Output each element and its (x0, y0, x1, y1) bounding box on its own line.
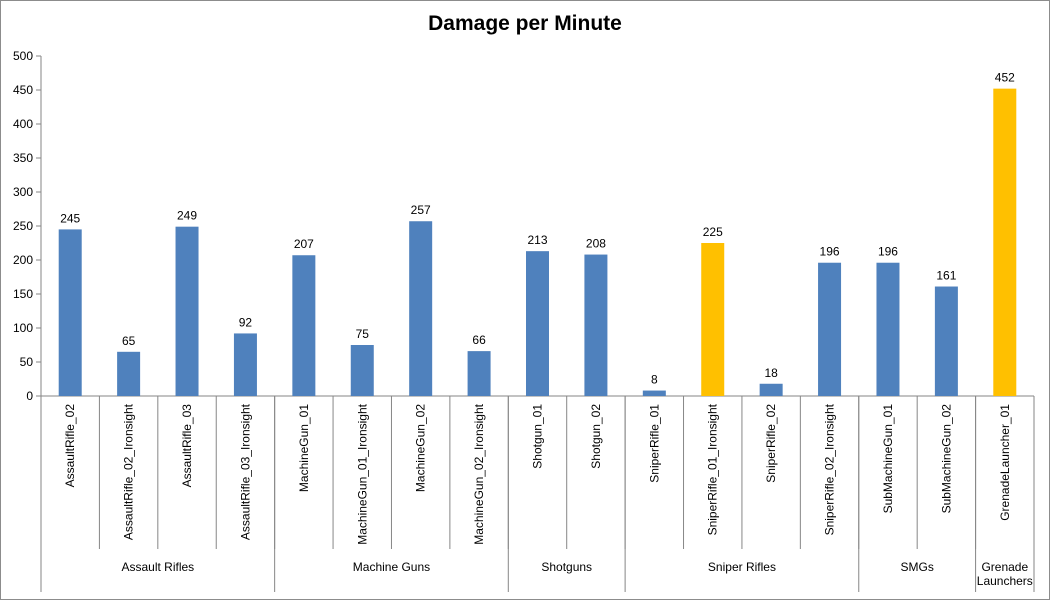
bar (934, 286, 958, 396)
y-tick-label: 150 (13, 287, 33, 301)
y-tick-label: 200 (13, 253, 33, 267)
data-label: 208 (586, 237, 606, 251)
data-label: 452 (995, 71, 1015, 85)
bar (292, 255, 316, 396)
bar (584, 254, 608, 396)
category-label: AssaultRifle_03 (180, 404, 194, 488)
y-tick-label: 450 (13, 83, 33, 97)
category-label: SniperRifle_01 (647, 404, 661, 483)
category-label: AssaultRifle_02 (63, 404, 77, 488)
y-tick-label: 0 (26, 389, 33, 403)
group-label: Sniper Rifles (708, 560, 776, 574)
y-tick-label: 500 (13, 49, 33, 63)
category-label: MachineGun_02_Ironsight (472, 403, 486, 544)
category-label: SubMachineGun_01 (881, 404, 895, 514)
category-label: Shotgun_02 (589, 404, 603, 469)
category-label: GrenadeLauncher_01 (998, 404, 1012, 521)
data-label: 257 (411, 203, 431, 217)
y-tick-label: 250 (13, 219, 33, 233)
category-label: SniperRifle_01_Ironsight (706, 403, 720, 535)
data-label: 65 (122, 334, 136, 348)
bar (759, 383, 783, 396)
y-tick-label: 350 (13, 151, 33, 165)
category-label: SubMachineGun_02 (939, 404, 953, 514)
data-label: 196 (820, 245, 840, 259)
data-label: 245 (60, 211, 80, 225)
bar (993, 88, 1017, 396)
bar (350, 345, 374, 396)
group-label: Launchers (977, 574, 1033, 588)
category-label: MachineGun_02 (414, 404, 428, 492)
category-label: MachineGun_01_Ironsight (355, 403, 369, 544)
y-tick-label: 400 (13, 117, 33, 131)
data-label: 207 (294, 237, 314, 251)
y-tick-label: 50 (20, 355, 34, 369)
group-label: Shotguns (541, 560, 592, 574)
bar (233, 333, 257, 396)
bar (58, 229, 82, 396)
data-label: 196 (878, 245, 898, 259)
bar (701, 243, 725, 396)
category-label: AssaultRifle_02_Ironsight (122, 403, 136, 540)
bar (409, 221, 433, 396)
group-label: Machine Guns (353, 560, 430, 574)
bar (175, 226, 199, 396)
bar (526, 251, 549, 396)
chart-title: Damage per Minute (428, 12, 622, 35)
category-label: SniperRifle_02_Ironsight (823, 403, 837, 535)
data-label: 75 (356, 327, 370, 341)
data-label: 8 (651, 373, 658, 387)
category-label: MachineGun_01 (297, 404, 311, 492)
bar (467, 351, 491, 396)
data-label: 225 (703, 225, 723, 239)
group-label: SMGs (901, 560, 934, 574)
data-label: 92 (239, 315, 253, 329)
data-label: 161 (936, 269, 956, 283)
y-tick-label: 100 (13, 321, 33, 335)
data-label: 18 (764, 366, 778, 380)
category-label: Shotgun_01 (531, 404, 545, 469)
y-tick-label: 300 (13, 185, 33, 199)
category-label: SniperRifle_02 (764, 404, 778, 483)
bar (818, 262, 842, 396)
group-label: Grenade (981, 560, 1028, 574)
data-label: 213 (527, 233, 547, 247)
bar (117, 351, 141, 396)
data-label: 249 (177, 209, 197, 223)
category-label: AssaultRifle_03_Ironsight (238, 403, 252, 540)
data-label: 66 (472, 333, 486, 347)
group-label: Assault Rifles (121, 560, 194, 574)
bar (642, 390, 666, 396)
bar (876, 262, 900, 396)
